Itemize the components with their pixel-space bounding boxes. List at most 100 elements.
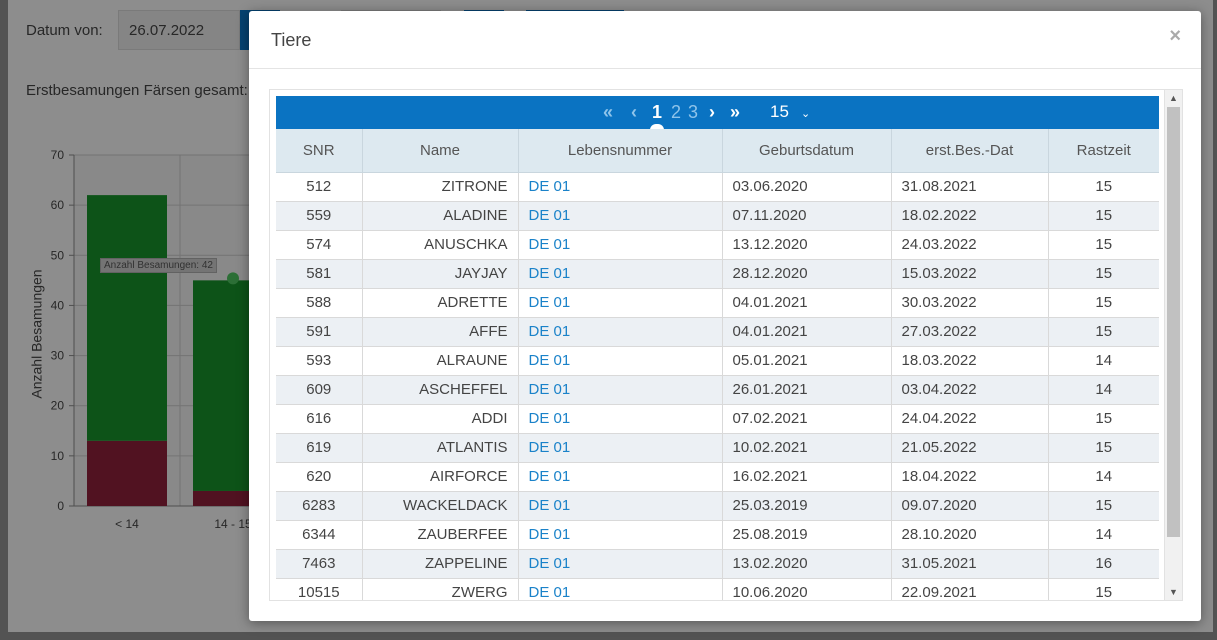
cell-name: ZWERG bbox=[362, 578, 519, 600]
cell-geburtsdatum: 25.08.2019 bbox=[722, 520, 892, 550]
cell-erst-bes-dat: 15.03.2022 bbox=[891, 259, 1049, 289]
cell-snr: 512 bbox=[276, 172, 363, 202]
column-header-name[interactable]: Name bbox=[362, 129, 519, 173]
cell-lebensnummer[interactable]: DE 01 bbox=[518, 172, 723, 202]
cell-rastzeit: 15 bbox=[1048, 172, 1159, 202]
active-page-indicator bbox=[650, 124, 664, 130]
bar-segment-lower bbox=[193, 490, 258, 506]
cell-lebensnummer[interactable]: DE 01 bbox=[518, 230, 723, 260]
cell-lebensnummer[interactable]: DE 01 bbox=[518, 433, 723, 463]
cell-lebensnummer[interactable]: DE 01 bbox=[518, 578, 723, 600]
cell-lebensnummer[interactable]: DE 01 bbox=[518, 520, 723, 550]
table-row[interactable]: 593 ALRAUNE DE 01 05.01.2021 18.03.2022 14 bbox=[276, 346, 1159, 376]
x-tick-label: < 14 bbox=[115, 517, 139, 531]
column-header-geburtsdatum[interactable]: Geburtsdatum bbox=[722, 129, 892, 173]
cell-rastzeit: 14 bbox=[1048, 520, 1159, 550]
page-3-link[interactable]: 3 bbox=[688, 102, 699, 122]
cell-lebensnummer[interactable]: DE 01 bbox=[518, 462, 723, 492]
cell-lebensnummer[interactable]: DE 01 bbox=[518, 317, 723, 347]
column-header-lebensnummer[interactable]: Lebensnummer bbox=[518, 129, 723, 173]
column-header-erst-bes-dat[interactable]: erst.Bes.-Dat bbox=[891, 129, 1049, 173]
close-icon[interactable]: × bbox=[1169, 25, 1181, 47]
dialog-header: Tiere × bbox=[249, 11, 1201, 69]
table-row[interactable]: 7463 ZAPPELINE DE 01 13.02.2020 31.05.2021 16 bbox=[276, 549, 1159, 579]
table-row[interactable]: 609 ASCHEFFEL DE 01 26.01.2021 03.04.2022 14 bbox=[276, 375, 1159, 405]
date-from-label: Datum von: bbox=[26, 22, 103, 39]
cell-name: AIRFORCE bbox=[362, 462, 519, 492]
cell-erst-bes-dat: 18.03.2022 bbox=[891, 346, 1049, 376]
cell-snr: 588 bbox=[276, 288, 363, 318]
cell-erst-bes-dat: 09.07.2020 bbox=[891, 491, 1049, 521]
cell-erst-bes-dat: 03.04.2022 bbox=[891, 375, 1049, 405]
cell-lebensnummer[interactable]: DE 01 bbox=[518, 201, 723, 231]
cell-snr: 6344 bbox=[276, 520, 363, 550]
table-row[interactable]: 588 ADRETTE DE 01 04.01.2021 30.03.2022 15 bbox=[276, 288, 1159, 318]
cell-lebensnummer[interactable]: DE 01 bbox=[518, 491, 723, 521]
cell-name: ATLANTIS bbox=[362, 433, 519, 463]
cell-name: ASCHEFFEL bbox=[362, 375, 519, 405]
cell-erst-bes-dat: 31.05.2021 bbox=[891, 549, 1049, 579]
cell-snr: 619 bbox=[276, 433, 363, 463]
cell-erst-bes-dat: 21.05.2022 bbox=[891, 433, 1049, 463]
cell-name: WACKELDACK bbox=[362, 491, 519, 521]
scroll-down-icon[interactable]: ▼ bbox=[1169, 587, 1178, 597]
cell-lebensnummer[interactable]: DE 01 bbox=[518, 404, 723, 434]
cell-erst-bes-dat: 18.04.2022 bbox=[891, 462, 1049, 492]
date-from-input[interactable]: 26.07.2022 bbox=[118, 10, 240, 50]
cell-name: ADRETTE bbox=[362, 288, 519, 318]
table-row[interactable]: 574 ANUSCHKA DE 01 13.12.2020 24.03.2022 15 bbox=[276, 230, 1159, 260]
cell-rastzeit: 14 bbox=[1048, 462, 1159, 492]
page-size-select[interactable]: 15 bbox=[770, 102, 789, 121]
column-header-snr[interactable]: SNR bbox=[276, 129, 363, 173]
table-row[interactable]: 581 JAYJAY DE 01 28.12.2020 15.03.2022 15 bbox=[276, 259, 1159, 289]
cell-geburtsdatum: 25.03.2019 bbox=[722, 491, 892, 521]
vertical-scrollbar[interactable]: ▲ ▼ bbox=[1164, 90, 1182, 600]
cell-snr: 10515 bbox=[276, 578, 363, 600]
page-1-link[interactable]: 1 bbox=[652, 102, 663, 122]
animals-dialog: Tiere × « ‹ 1 2 3 › » 15 ⌄ SNR Name Lebe… bbox=[249, 11, 1201, 621]
cell-lebensnummer[interactable]: DE 01 bbox=[518, 259, 723, 289]
table-row[interactable]: 620 AIRFORCE DE 01 16.02.2021 18.04.2022 14 bbox=[276, 462, 1159, 492]
cell-geburtsdatum: 04.01.2021 bbox=[722, 317, 892, 347]
table-row[interactable]: 591 AFFE DE 01 04.01.2021 27.03.2022 15 bbox=[276, 317, 1159, 347]
cell-lebensnummer[interactable]: DE 01 bbox=[518, 346, 723, 376]
cell-lebensnummer[interactable]: DE 01 bbox=[518, 375, 723, 405]
chart-tooltip: Anzahl Besamungen: 42 bbox=[100, 258, 217, 273]
page-2-link[interactable]: 2 bbox=[671, 102, 682, 122]
prev-page-icon[interactable]: ‹ bbox=[631, 102, 637, 122]
cell-geburtsdatum: 10.06.2020 bbox=[722, 578, 892, 600]
table-row[interactable]: 10515 ZWERG DE 01 10.06.2020 22.09.2021 15 bbox=[276, 578, 1159, 600]
cell-lebensnummer[interactable]: DE 01 bbox=[518, 288, 723, 318]
scroll-up-icon[interactable]: ▲ bbox=[1169, 93, 1178, 103]
table-row[interactable]: 6344 ZAUBERFEE DE 01 25.08.2019 28.10.2020 14 bbox=[276, 520, 1159, 550]
cell-rastzeit: 15 bbox=[1048, 578, 1159, 600]
next-page-icon[interactable]: › bbox=[709, 102, 715, 122]
scrollbar-thumb[interactable] bbox=[1167, 107, 1180, 537]
cell-name: ANUSCHKA bbox=[362, 230, 519, 260]
table-row[interactable]: 512 ZITRONE DE 01 03.06.2020 31.08.2021 15 bbox=[276, 172, 1159, 202]
cell-rastzeit: 15 bbox=[1048, 259, 1159, 289]
summary-label: Erstbesamungen Färsen gesamt: bbox=[26, 82, 248, 99]
first-page-icon[interactable]: « bbox=[603, 102, 614, 122]
cell-geburtsdatum: 05.01.2021 bbox=[722, 346, 892, 376]
cell-lebensnummer[interactable]: DE 01 bbox=[518, 549, 723, 579]
table-row[interactable]: 6283 WACKELDACK DE 01 25.03.2019 09.07.2020 1… bbox=[276, 491, 1159, 521]
y-tick-label: 30 bbox=[51, 349, 65, 363]
cell-geburtsdatum: 16.02.2021 bbox=[722, 462, 892, 492]
y-tick-label: 0 bbox=[57, 499, 64, 513]
cell-snr: 609 bbox=[276, 375, 363, 405]
table-row[interactable]: 616 ADDI DE 01 07.02.2021 24.04.2022 15 bbox=[276, 404, 1159, 434]
table-row[interactable]: 619 ATLANTIS DE 01 10.02.2021 21.05.2022 15 bbox=[276, 433, 1159, 463]
chevron-down-icon[interactable]: ⌄ bbox=[801, 108, 811, 120]
last-page-icon[interactable]: » bbox=[730, 102, 741, 122]
cell-name: ALADINE bbox=[362, 201, 519, 231]
cell-geburtsdatum: 13.02.2020 bbox=[722, 549, 892, 579]
cell-rastzeit: 15 bbox=[1048, 317, 1159, 347]
cell-geburtsdatum: 07.11.2020 bbox=[722, 201, 892, 231]
y-tick-label: 20 bbox=[51, 399, 65, 413]
cell-name: AFFE bbox=[362, 317, 519, 347]
column-header-rastzeit[interactable]: Rastzeit bbox=[1048, 129, 1159, 173]
table-scroll-area: « ‹ 1 2 3 › » 15 ⌄ SNR Name Lebensnummer… bbox=[269, 89, 1183, 601]
table-row[interactable]: 559 ALADINE DE 01 07.11.2020 18.02.2022 15 bbox=[276, 201, 1159, 231]
cell-snr: 616 bbox=[276, 404, 363, 434]
